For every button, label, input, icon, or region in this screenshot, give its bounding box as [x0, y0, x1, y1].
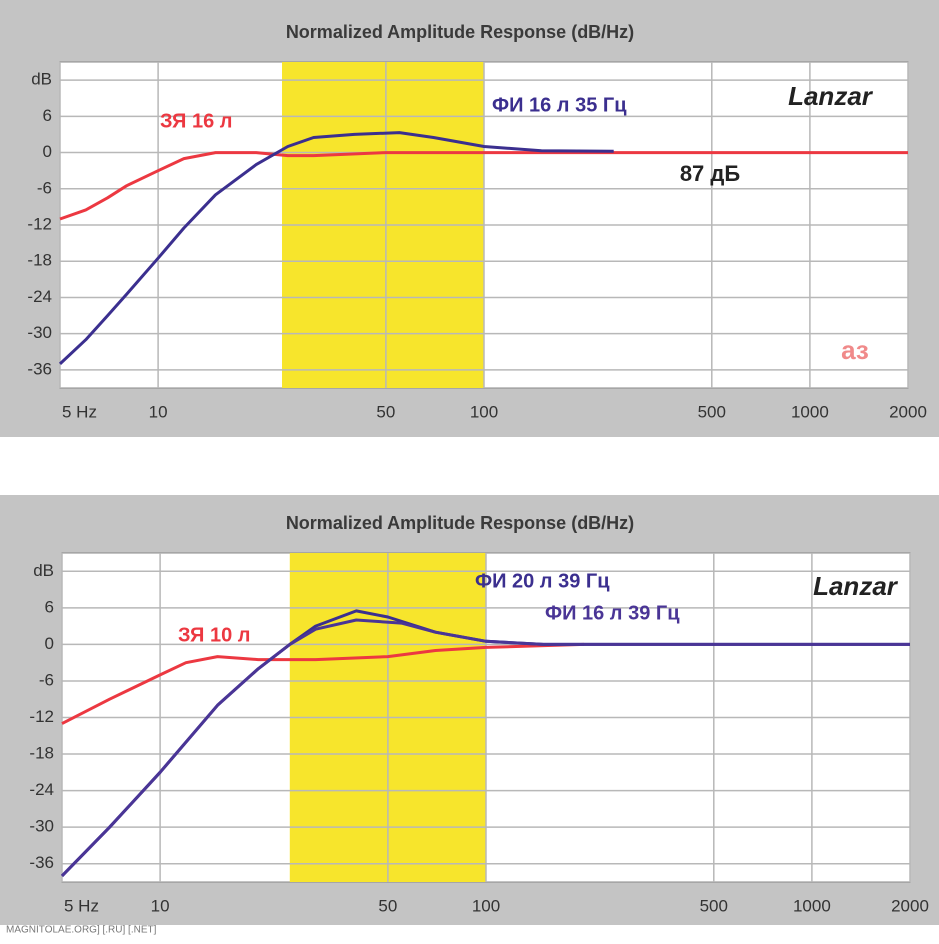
y-tick-label: 0	[43, 142, 52, 161]
chart-title: Normalized Amplitude Response (dB/Hz)	[286, 22, 634, 42]
x-tick-label: 2000	[889, 402, 927, 421]
chart-title: Normalized Amplitude Response (dB/Hz)	[286, 513, 634, 533]
y-tick-label: -18	[27, 251, 52, 270]
series-label: ФИ 16 л 35 Гц	[492, 94, 627, 116]
series-label: ЗЯ 16 л	[160, 110, 232, 132]
y-tick-label: 6	[43, 106, 52, 125]
footer: MAGNITOLAE.ORG] [.RU] [.NET]	[6, 925, 157, 936]
x-tick-label: 100	[470, 402, 498, 421]
x-tick-label: 100	[472, 896, 500, 915]
series-label: ЗЯ 10 л	[178, 624, 250, 646]
y-tick-label: 6	[45, 597, 54, 616]
annotation-brand: Lanzar	[813, 571, 899, 601]
y-tick-label: -36	[27, 359, 52, 378]
x-tick-label: 50	[378, 896, 397, 915]
x-tick-label: 5 Hz	[64, 896, 99, 915]
y-tick-label: 0	[45, 634, 54, 653]
y-tick-label: -30	[27, 323, 52, 342]
series-label: ФИ 16 л 39 Гц	[545, 602, 680, 624]
x-tick-label: 10	[151, 896, 170, 915]
y-tick-label: -24	[27, 287, 52, 306]
x-tick-label: 1000	[791, 402, 829, 421]
y-tick-label: -6	[39, 670, 54, 689]
y-tick-label: -36	[29, 853, 54, 872]
x-tick-label: 5 Hz	[62, 402, 97, 421]
annotation-note: 87 дБ	[680, 161, 741, 186]
y-tick-label: -24	[29, 780, 54, 799]
y-tick-label: -12	[27, 214, 52, 233]
x-tick-label: 1000	[793, 896, 831, 915]
y-tick-label: -30	[29, 817, 54, 836]
x-tick-label: 2000	[891, 896, 929, 915]
y-tick-label: dB	[33, 561, 54, 580]
annotation-brand: Lanzar	[788, 81, 874, 111]
series-line	[61, 642, 585, 725]
series-line	[59, 151, 908, 221]
y-tick-label: -6	[37, 178, 52, 197]
y-tick-label: -12	[29, 707, 54, 726]
x-tick-label: 500	[700, 896, 728, 915]
annotation-logo: аз	[841, 335, 869, 365]
x-tick-label: 50	[376, 402, 395, 421]
y-tick-label: -18	[29, 744, 54, 763]
series-line	[60, 618, 910, 877]
y-tick-label: dB	[31, 70, 52, 89]
x-tick-label: 10	[149, 402, 168, 421]
x-tick-label: 500	[698, 402, 726, 421]
series-label: ФИ 20 л 39 Гц	[475, 570, 610, 592]
series-line	[58, 131, 614, 365]
